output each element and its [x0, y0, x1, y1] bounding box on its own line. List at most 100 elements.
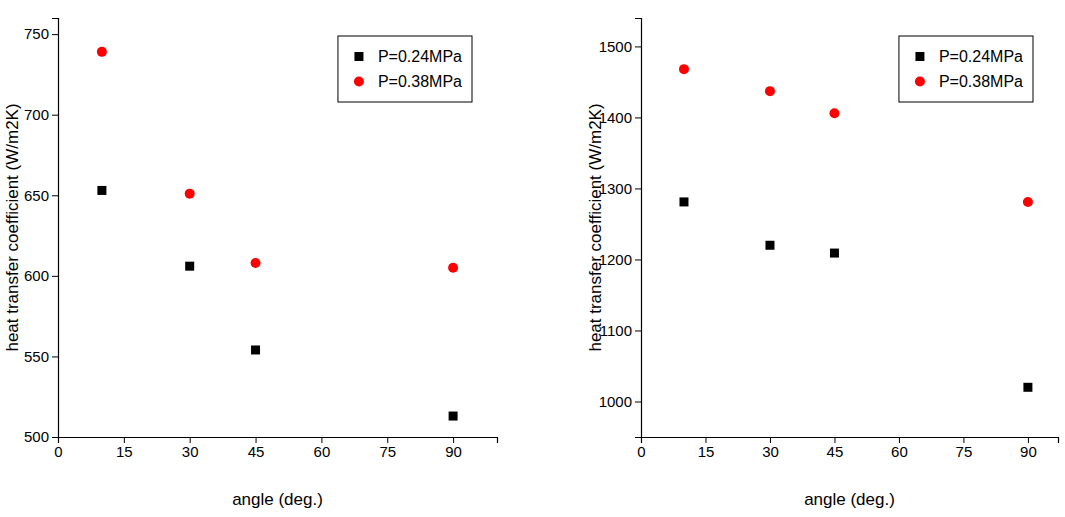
y-tick-mark — [52, 115, 58, 116]
legend: P=0.24MPa P=0.38MPa — [899, 36, 1033, 102]
x-tick-label: 60 — [891, 443, 908, 460]
x-tick-label: 30 — [182, 443, 199, 460]
data-point — [765, 86, 775, 96]
x-tick: 0 — [637, 437, 645, 460]
y-axis-line — [52, 19, 59, 438]
x-tick: 30 — [762, 437, 779, 460]
x-tick: 45 — [827, 437, 844, 460]
legend-item: P=0.38MPa — [915, 73, 1023, 90]
x-tick-label: 15 — [698, 443, 715, 460]
legend-label: P=0.38MPa — [378, 73, 462, 90]
y-tick-label: 600 — [24, 267, 49, 284]
data-point — [679, 197, 688, 206]
legend-label: P=0.38MPa — [939, 73, 1023, 90]
data-point — [185, 262, 194, 271]
data-point — [97, 47, 107, 57]
y-tick-mark — [635, 188, 641, 189]
y-tick-label: 500 — [24, 428, 49, 445]
x-tick-label: 0 — [54, 443, 62, 460]
y-tick-mark — [635, 259, 641, 260]
y-tick: 1500 — [599, 38, 641, 55]
series — [97, 186, 457, 421]
legend: P=0.24MPa P=0.38MPa — [338, 36, 472, 102]
y-axis: 100011001200130014001500 — [599, 19, 642, 438]
x-tick: 60 — [314, 437, 331, 460]
x-tick: 45 — [248, 437, 265, 460]
data-point — [449, 412, 458, 421]
x-tick: 75 — [956, 437, 973, 460]
x-axis-title: angle (deg.) — [804, 490, 895, 509]
y-tick-mark — [52, 437, 58, 438]
x-tick-label: 60 — [314, 443, 331, 460]
y-tick-mark — [52, 276, 58, 277]
data-point — [679, 64, 689, 74]
x-axis: 0 15 30 45 60 75 90 — [637, 437, 1058, 460]
y-axis-line — [635, 19, 642, 438]
x-tick-label: 45 — [248, 443, 265, 460]
chart-canvas: 0153045607590500550600650700750angle (de… — [0, 0, 1065, 517]
x-tick-label: 90 — [445, 443, 462, 460]
x-tick-label: 75 — [379, 443, 396, 460]
legend-label: P=0.24MPa — [378, 48, 462, 65]
y-tick-mark — [635, 117, 641, 118]
x-tick: 15 — [116, 437, 133, 460]
y-tick: 750 — [24, 25, 58, 42]
y-tick-mark — [635, 330, 641, 331]
y-tick-label: 1000 — [599, 393, 632, 410]
y-tick: 1100 — [600, 322, 641, 339]
y-axis-title: heat transfer coefficient (W/m2K) — [3, 103, 22, 351]
y-tick-mark — [52, 34, 58, 35]
series — [679, 197, 1032, 391]
y-tick: 500 — [24, 428, 58, 445]
legend-item: P=0.24MPa — [354, 48, 462, 65]
y-axis: 500 550 600 650 700 750 — [24, 19, 59, 446]
data-point — [251, 258, 261, 268]
y-tick-label: 750 — [24, 25, 49, 42]
x-tick-label: 15 — [116, 443, 133, 460]
data-point — [251, 345, 260, 354]
x-tick-label: 30 — [762, 443, 779, 460]
y-tick-label: 550 — [24, 348, 49, 365]
legend-item: P=0.24MPa — [915, 48, 1023, 65]
x-axis-title: angle (deg.) — [232, 490, 323, 509]
legend-box — [338, 36, 472, 102]
y-tick-mark — [52, 356, 58, 357]
series — [679, 64, 1033, 207]
chart-panel: 0153045607590100011001200130014001500ang… — [586, 19, 1059, 510]
legend-marker — [354, 52, 363, 61]
data-point — [1023, 197, 1033, 207]
legend-marker — [354, 77, 364, 87]
legend-marker — [915, 77, 925, 87]
x-tick-label: 0 — [637, 443, 645, 460]
data-point — [829, 108, 839, 118]
y-axis-title: heat transfer coefficient (W/m2K) — [586, 103, 605, 351]
plot-area — [97, 47, 458, 421]
y-tick-label: 700 — [24, 106, 49, 123]
x-tick: 15 — [698, 437, 715, 460]
x-tick: 90 — [445, 437, 462, 460]
x-tick-label: 90 — [1020, 443, 1037, 460]
data-point — [1023, 383, 1032, 392]
y-tick: 1000 — [599, 393, 641, 410]
y-tick: 650 — [24, 187, 58, 204]
x-tick: 75 — [379, 437, 396, 460]
y-tick-mark — [52, 195, 58, 196]
legend-item: P=0.38MPa — [354, 73, 462, 90]
y-tick: 550 — [24, 348, 58, 365]
y-tick-mark — [635, 46, 641, 47]
x-tick: 60 — [891, 437, 908, 460]
y-tick: 600 — [24, 267, 58, 284]
x-tick: 30 — [182, 437, 199, 460]
plot-area — [679, 64, 1033, 392]
data-point — [765, 241, 774, 250]
y-tick-mark — [635, 401, 641, 402]
y-tick-label: 650 — [24, 187, 49, 204]
legend-marker — [915, 52, 924, 61]
x-tick-label: 45 — [827, 443, 844, 460]
x-axis: 0 15 30 45 60 75 90 — [54, 437, 497, 460]
x-tick: 90 — [1020, 437, 1037, 460]
x-tick-label: 75 — [956, 443, 973, 460]
x-tick: 0 — [54, 437, 62, 460]
y-tick: 700 — [24, 106, 58, 123]
y-tick-label: 1500 — [599, 38, 632, 55]
